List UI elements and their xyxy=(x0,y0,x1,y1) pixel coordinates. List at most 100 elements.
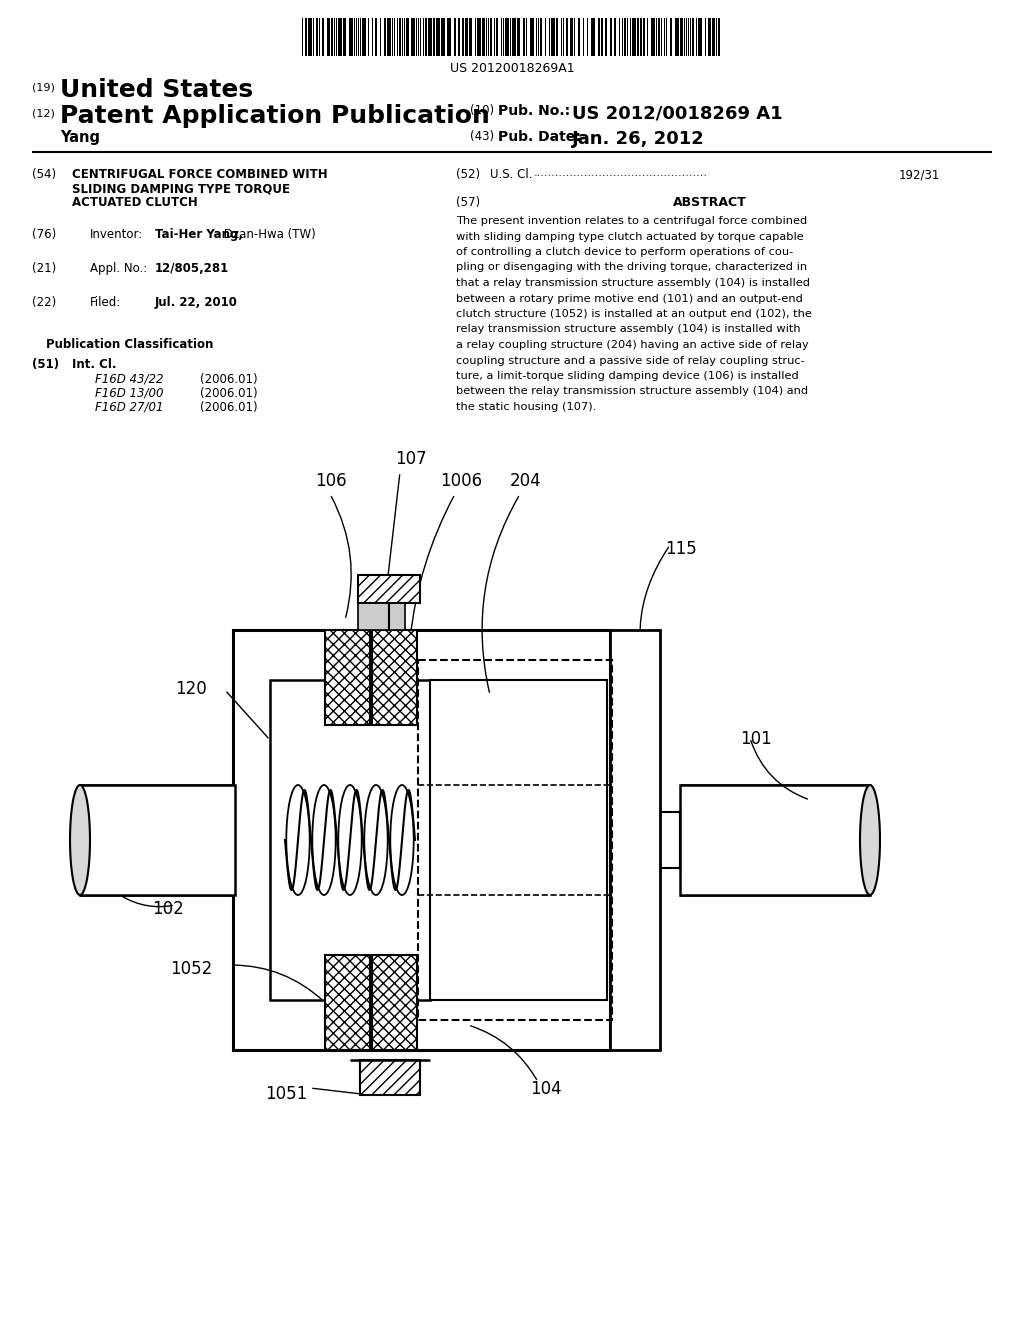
Bar xyxy=(372,630,417,725)
Text: 120: 120 xyxy=(175,680,207,698)
Ellipse shape xyxy=(70,785,90,895)
Text: 192/31: 192/31 xyxy=(899,168,940,181)
Bar xyxy=(605,18,607,55)
Bar xyxy=(411,18,415,55)
Bar xyxy=(477,18,481,55)
Bar xyxy=(462,18,464,55)
Bar xyxy=(406,18,409,55)
Bar xyxy=(640,18,642,55)
Bar xyxy=(428,18,432,55)
Bar xyxy=(358,603,406,630)
Text: with sliding damping type clutch actuated by torque capable: with sliding damping type clutch actuate… xyxy=(456,231,804,242)
Bar xyxy=(712,18,715,55)
Bar xyxy=(680,785,870,895)
Text: Int. Cl.: Int. Cl. xyxy=(72,358,117,371)
Bar xyxy=(430,680,607,1001)
Bar xyxy=(305,18,307,55)
Bar xyxy=(465,18,468,55)
Text: relay transmission structure assembly (104) is installed with: relay transmission structure assembly (1… xyxy=(456,325,801,334)
Bar xyxy=(556,18,558,55)
Bar xyxy=(316,18,318,55)
Bar xyxy=(632,18,636,55)
Bar xyxy=(708,18,711,55)
Text: Jul. 22, 2010: Jul. 22, 2010 xyxy=(155,296,238,309)
Text: 1051: 1051 xyxy=(265,1085,307,1104)
Bar xyxy=(637,18,639,55)
Bar xyxy=(325,630,370,725)
Bar xyxy=(591,18,595,55)
Bar xyxy=(610,630,660,1049)
Bar xyxy=(441,18,445,55)
Text: (22): (22) xyxy=(32,296,56,309)
Bar xyxy=(270,680,430,1001)
Text: Filed:: Filed: xyxy=(90,296,121,309)
Text: (57): (57) xyxy=(456,195,480,209)
Text: (19): (19) xyxy=(32,82,55,92)
Bar xyxy=(660,812,680,869)
Bar xyxy=(517,18,520,55)
Bar xyxy=(343,18,346,55)
Text: (54): (54) xyxy=(32,168,56,181)
Text: of controlling a clutch device to perform operations of cou-: of controlling a clutch device to perfor… xyxy=(456,247,794,257)
Bar xyxy=(670,18,672,55)
Text: (2006.01): (2006.01) xyxy=(200,374,258,385)
Bar xyxy=(482,18,485,55)
Text: U.S. Cl.: U.S. Cl. xyxy=(490,168,532,181)
Text: Yang: Yang xyxy=(60,129,100,145)
Bar xyxy=(454,18,456,55)
Bar xyxy=(570,18,573,55)
Bar xyxy=(384,18,386,55)
Bar xyxy=(372,954,417,1049)
Text: ture, a limit-torque sliding damping device (106) is installed: ture, a limit-torque sliding damping dev… xyxy=(456,371,799,381)
Text: 104: 104 xyxy=(530,1080,561,1098)
Text: that a relay transmission structure assembly (104) is installed: that a relay transmission structure asse… xyxy=(456,279,810,288)
Bar xyxy=(490,18,492,55)
Bar xyxy=(698,18,702,55)
Bar xyxy=(362,18,366,55)
Bar xyxy=(523,18,525,55)
Text: coupling structure and a passive side of relay coupling struc-: coupling structure and a passive side of… xyxy=(456,355,805,366)
Bar xyxy=(308,18,312,55)
Text: (21): (21) xyxy=(32,261,56,275)
Bar xyxy=(425,18,427,55)
Text: F16D 13/00: F16D 13/00 xyxy=(95,387,164,400)
Bar xyxy=(505,18,509,55)
Text: 115: 115 xyxy=(665,540,696,558)
Text: (76): (76) xyxy=(32,228,56,242)
Bar xyxy=(80,785,234,895)
Text: clutch structure (1052) is installed at an output end (102), the: clutch structure (1052) is installed at … xyxy=(456,309,812,319)
Ellipse shape xyxy=(860,785,880,895)
Text: US 20120018269A1: US 20120018269A1 xyxy=(450,62,574,75)
Text: SLIDING DAMPING TYPE TORQUE: SLIDING DAMPING TYPE TORQUE xyxy=(72,182,290,195)
Text: Pub. No.:: Pub. No.: xyxy=(498,104,570,117)
Bar xyxy=(530,18,534,55)
Text: 12/805,281: 12/805,281 xyxy=(155,261,229,275)
Bar xyxy=(375,18,377,55)
Text: (12): (12) xyxy=(32,108,55,117)
Text: (43): (43) xyxy=(470,129,495,143)
Bar xyxy=(651,18,655,55)
Text: Dzan-Hwa (TW): Dzan-Hwa (TW) xyxy=(220,228,315,242)
Bar xyxy=(718,18,720,55)
Bar xyxy=(233,630,610,1049)
Bar xyxy=(322,18,324,55)
Text: between the relay transmission structure assembly (104) and: between the relay transmission structure… xyxy=(456,387,808,396)
Text: between a rotary prime motive end (101) and an output-end: between a rotary prime motive end (101) … xyxy=(456,293,803,304)
Bar xyxy=(358,576,420,603)
Bar xyxy=(643,18,645,55)
Bar xyxy=(598,18,600,55)
Text: Appl. No.:: Appl. No.: xyxy=(90,261,147,275)
Bar xyxy=(387,18,391,55)
Bar xyxy=(551,18,555,55)
Bar xyxy=(624,18,626,55)
Bar xyxy=(578,18,580,55)
Text: Pub. Date:: Pub. Date: xyxy=(498,129,581,144)
Text: United States: United States xyxy=(60,78,253,102)
Text: ................................................: ........................................… xyxy=(534,168,708,178)
Bar xyxy=(469,18,472,55)
Bar xyxy=(680,18,683,55)
Text: ACTUATED CLUTCH: ACTUATED CLUTCH xyxy=(72,195,198,209)
Bar xyxy=(360,1060,420,1096)
Bar xyxy=(540,18,542,55)
Text: (2006.01): (2006.01) xyxy=(200,401,258,414)
